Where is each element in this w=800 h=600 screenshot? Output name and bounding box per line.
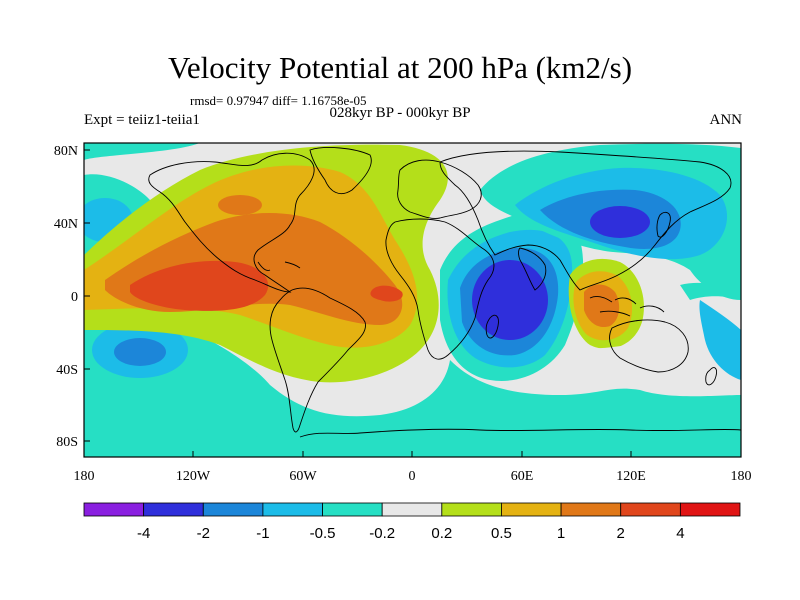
coastline-indonesia <box>589 295 665 317</box>
lon-label: 120W <box>176 469 211 484</box>
coastline-madagascar <box>485 314 499 339</box>
coastline-antarctica <box>299 428 741 438</box>
lon-label: 0 <box>409 469 416 484</box>
period-label: 028kyr BP - 000kyr BP <box>329 105 471 121</box>
colorbar: -4 -2 -1 -0.5 -0.2 0.2 0.5 1 2 4 <box>83 502 741 542</box>
lat-labels: 80N 40N 0 40S 80S <box>54 144 78 450</box>
coastline-greenland <box>309 147 372 194</box>
colorbar-swatch <box>560 502 622 517</box>
coastline-caribbean <box>257 261 301 271</box>
colorbar-label: 4 <box>676 525 684 542</box>
colorbar-label: -4 <box>137 525 150 542</box>
colorbar-swatch <box>202 502 264 517</box>
coastline-asia <box>439 150 732 291</box>
contour-darkblue-indian <box>472 260 548 340</box>
contour-orange-maritime <box>584 284 620 328</box>
colorbar-label: -0.2 <box>369 525 395 542</box>
contour-redorange-west <box>130 260 269 311</box>
colorbar-label: 1 <box>557 525 565 542</box>
experiment-label: Expt = teiiz1-teiia1 <box>84 112 200 128</box>
lon-label: 180 <box>731 469 752 484</box>
colorbar-swatch <box>441 502 502 517</box>
colorbar-swatch <box>322 502 383 517</box>
lat-label: 40S <box>56 363 78 378</box>
stats-line: rmsd= 0.97947 diff= 1.16758e-05 <box>190 93 367 108</box>
colorbar-swatch <box>381 502 443 517</box>
coastline-japan <box>656 211 671 238</box>
plot-title: Velocity Potential at 200 hPa (km2/s) <box>167 50 633 85</box>
season-label: ANN <box>709 112 743 128</box>
contour-darkblue-asia <box>590 206 650 238</box>
lon-label: 120E <box>616 469 646 484</box>
contour-grey-australia <box>588 343 694 389</box>
colorbar-swatch <box>262 502 323 517</box>
lat-label: 80S <box>56 435 78 450</box>
colorbar-swatch <box>620 502 681 517</box>
contour-orange-natlantic <box>218 195 262 215</box>
lon-labels: 180 120W 60W 0 60E 120E 180 <box>74 469 752 484</box>
colorbar-label: 2 <box>617 525 625 542</box>
coastline-africa <box>385 218 495 360</box>
lat-label: 80N <box>54 144 78 159</box>
colorbar-swatch <box>143 502 204 517</box>
lon-label: 60E <box>511 469 534 484</box>
coastline-australia <box>609 319 689 373</box>
colorbar-label: -2 <box>197 525 210 542</box>
contour-redorange-atlantic <box>370 285 403 302</box>
contour-cyan-epacific <box>699 300 741 380</box>
contour-blue-sepacific <box>114 338 166 366</box>
colorbar-swatch <box>83 502 145 517</box>
contour-teal-south <box>84 310 741 457</box>
contour-teal-epacific <box>680 282 741 300</box>
coastline-north-america <box>148 152 315 293</box>
lat-label: 0 <box>71 290 78 305</box>
lon-label: 180 <box>74 469 95 484</box>
colorbar-swatch <box>679 502 741 517</box>
colorbar-label: 0.2 <box>431 525 452 542</box>
coastlines <box>148 147 741 438</box>
coastline-europe <box>397 159 482 219</box>
lon-label: 60W <box>289 469 317 484</box>
lat-label: 40N <box>54 217 78 232</box>
contour-teal-south-lower <box>84 420 741 457</box>
colorbar-label: -0.5 <box>310 525 336 542</box>
coastline-south-america <box>269 287 366 433</box>
colorbar-swatch <box>501 502 562 517</box>
coastline-new-zealand <box>705 367 717 386</box>
contour-teal-arctic-west <box>84 143 200 160</box>
contour-field <box>84 143 741 457</box>
coastline-india <box>518 247 547 291</box>
colorbar-label: -1 <box>256 525 269 542</box>
axis-ticks <box>83 149 742 457</box>
colorbar-label: 0.5 <box>491 525 512 542</box>
